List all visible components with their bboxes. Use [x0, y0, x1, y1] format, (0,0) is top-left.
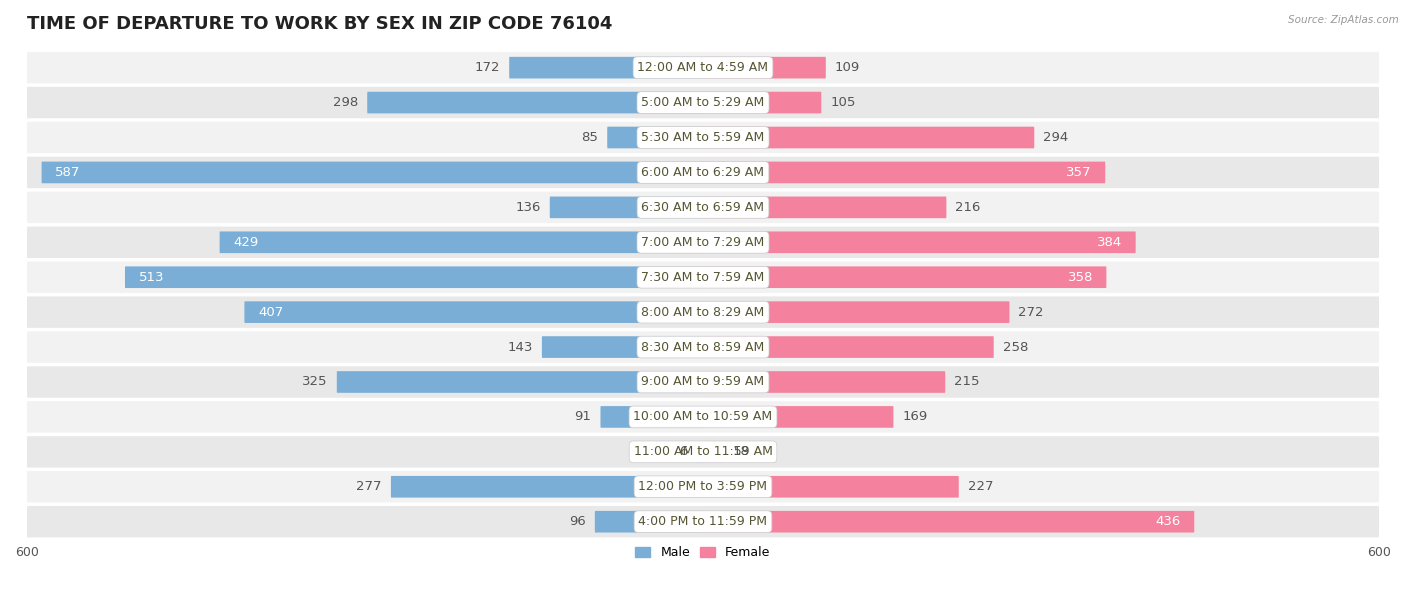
- Text: 172: 172: [475, 61, 501, 74]
- Text: 143: 143: [508, 340, 533, 353]
- Text: 12:00 AM to 4:59 AM: 12:00 AM to 4:59 AM: [637, 61, 769, 74]
- FancyBboxPatch shape: [703, 511, 1194, 533]
- FancyBboxPatch shape: [125, 267, 703, 288]
- Text: 215: 215: [955, 375, 980, 389]
- FancyBboxPatch shape: [703, 57, 825, 79]
- Legend: Male, Female: Male, Female: [630, 541, 776, 564]
- Text: 8:30 AM to 8:59 AM: 8:30 AM to 8:59 AM: [641, 340, 765, 353]
- Text: 85: 85: [581, 131, 598, 144]
- Text: 298: 298: [333, 96, 359, 109]
- Text: 227: 227: [967, 480, 993, 493]
- Text: 277: 277: [356, 480, 382, 493]
- Text: 11:00 AM to 11:59 AM: 11:00 AM to 11:59 AM: [634, 445, 772, 458]
- Text: 436: 436: [1156, 515, 1181, 528]
- FancyBboxPatch shape: [367, 92, 703, 114]
- Text: 325: 325: [302, 375, 328, 389]
- Text: 5:30 AM to 5:59 AM: 5:30 AM to 5:59 AM: [641, 131, 765, 144]
- FancyBboxPatch shape: [27, 367, 1379, 397]
- FancyBboxPatch shape: [391, 476, 703, 497]
- FancyBboxPatch shape: [703, 301, 1010, 323]
- FancyBboxPatch shape: [245, 301, 703, 323]
- FancyBboxPatch shape: [696, 441, 703, 463]
- FancyBboxPatch shape: [703, 162, 1105, 183]
- FancyBboxPatch shape: [27, 331, 1379, 363]
- Text: 109: 109: [835, 61, 860, 74]
- Text: 96: 96: [569, 515, 586, 528]
- Text: 258: 258: [1002, 340, 1028, 353]
- FancyBboxPatch shape: [27, 192, 1379, 223]
- FancyBboxPatch shape: [541, 336, 703, 358]
- FancyBboxPatch shape: [595, 511, 703, 533]
- FancyBboxPatch shape: [27, 52, 1379, 83]
- FancyBboxPatch shape: [703, 92, 821, 114]
- Text: Source: ZipAtlas.com: Source: ZipAtlas.com: [1288, 15, 1399, 25]
- FancyBboxPatch shape: [703, 336, 994, 358]
- Text: 105: 105: [831, 96, 856, 109]
- Text: 91: 91: [575, 411, 592, 424]
- Text: 9:00 AM to 9:59 AM: 9:00 AM to 9:59 AM: [641, 375, 765, 389]
- FancyBboxPatch shape: [27, 471, 1379, 503]
- Text: 6:30 AM to 6:59 AM: 6:30 AM to 6:59 AM: [641, 201, 765, 214]
- FancyBboxPatch shape: [703, 196, 946, 218]
- FancyBboxPatch shape: [550, 196, 703, 218]
- Text: 6:00 AM to 6:29 AM: 6:00 AM to 6:29 AM: [641, 166, 765, 179]
- Text: 216: 216: [956, 201, 981, 214]
- Text: 272: 272: [1018, 306, 1045, 319]
- FancyBboxPatch shape: [703, 127, 1035, 148]
- FancyBboxPatch shape: [27, 436, 1379, 468]
- Text: 169: 169: [903, 411, 928, 424]
- FancyBboxPatch shape: [703, 371, 945, 393]
- Text: 357: 357: [1066, 166, 1091, 179]
- FancyBboxPatch shape: [27, 401, 1379, 433]
- FancyBboxPatch shape: [219, 231, 703, 253]
- FancyBboxPatch shape: [27, 296, 1379, 328]
- FancyBboxPatch shape: [27, 156, 1379, 188]
- FancyBboxPatch shape: [703, 231, 1136, 253]
- FancyBboxPatch shape: [600, 406, 703, 428]
- FancyBboxPatch shape: [27, 261, 1379, 293]
- Text: 429: 429: [233, 236, 259, 249]
- FancyBboxPatch shape: [27, 122, 1379, 154]
- Text: 18: 18: [733, 445, 749, 458]
- Text: 12:00 PM to 3:59 PM: 12:00 PM to 3:59 PM: [638, 480, 768, 493]
- Text: 8:00 AM to 8:29 AM: 8:00 AM to 8:29 AM: [641, 306, 765, 319]
- FancyBboxPatch shape: [27, 506, 1379, 537]
- Text: 294: 294: [1043, 131, 1069, 144]
- FancyBboxPatch shape: [27, 227, 1379, 258]
- FancyBboxPatch shape: [607, 127, 703, 148]
- FancyBboxPatch shape: [703, 441, 723, 463]
- Text: 6: 6: [679, 445, 688, 458]
- Text: 513: 513: [138, 271, 165, 284]
- FancyBboxPatch shape: [703, 406, 893, 428]
- Text: 407: 407: [257, 306, 283, 319]
- Text: TIME OF DEPARTURE TO WORK BY SEX IN ZIP CODE 76104: TIME OF DEPARTURE TO WORK BY SEX IN ZIP …: [27, 15, 612, 33]
- Text: 10:00 AM to 10:59 AM: 10:00 AM to 10:59 AM: [634, 411, 772, 424]
- FancyBboxPatch shape: [509, 57, 703, 79]
- Text: 384: 384: [1097, 236, 1122, 249]
- FancyBboxPatch shape: [27, 87, 1379, 118]
- Text: 7:30 AM to 7:59 AM: 7:30 AM to 7:59 AM: [641, 271, 765, 284]
- Text: 358: 358: [1067, 271, 1092, 284]
- FancyBboxPatch shape: [337, 371, 703, 393]
- Text: 5:00 AM to 5:29 AM: 5:00 AM to 5:29 AM: [641, 96, 765, 109]
- FancyBboxPatch shape: [42, 162, 703, 183]
- Text: 4:00 PM to 11:59 PM: 4:00 PM to 11:59 PM: [638, 515, 768, 528]
- FancyBboxPatch shape: [703, 267, 1107, 288]
- Text: 7:00 AM to 7:29 AM: 7:00 AM to 7:29 AM: [641, 236, 765, 249]
- FancyBboxPatch shape: [703, 476, 959, 497]
- Text: 587: 587: [55, 166, 80, 179]
- Text: 136: 136: [516, 201, 541, 214]
